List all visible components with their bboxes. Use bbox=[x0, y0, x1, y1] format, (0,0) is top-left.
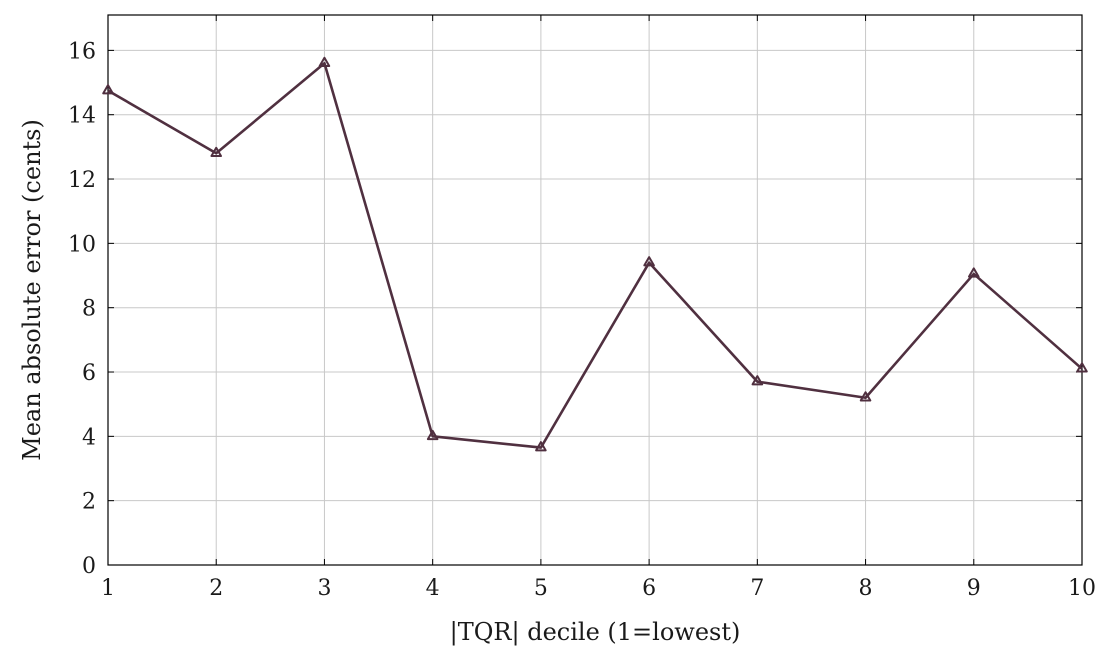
data-point-triangle-marker bbox=[318, 56, 331, 67]
y-tick-label: 16 bbox=[68, 39, 96, 64]
data-point-triangle-marker bbox=[102, 84, 114, 95]
series-layer bbox=[102, 56, 1088, 452]
x-tick-label: 3 bbox=[317, 576, 331, 601]
x-tick-label: 4 bbox=[426, 576, 440, 601]
y-tick-label: 6 bbox=[82, 361, 96, 386]
y-tick-label: 4 bbox=[82, 425, 96, 450]
y-tick-label: 2 bbox=[82, 490, 96, 515]
data-point-triangle-marker bbox=[751, 375, 764, 386]
x-tick-label: 9 bbox=[967, 576, 981, 601]
series-line bbox=[107, 61, 1083, 449]
x-tick-label: 7 bbox=[750, 576, 764, 601]
x-axis-label: |TQR| decile (1=lowest) bbox=[450, 618, 741, 647]
y-axis-label: Mean absolute error (cents) bbox=[18, 119, 46, 461]
x-tick-label: 2 bbox=[209, 576, 223, 601]
data-point-triangle-marker bbox=[210, 146, 223, 158]
x-tick-label: 1 bbox=[101, 576, 115, 601]
y-tick-label: 12 bbox=[68, 168, 96, 193]
x-tick-label: 6 bbox=[642, 576, 656, 601]
data-point-triangle-marker bbox=[535, 441, 547, 452]
x-tick-label: 5 bbox=[534, 576, 548, 601]
ticks bbox=[107, 15, 1083, 566]
data-point-triangle-marker bbox=[1076, 362, 1088, 373]
data-point-triangle-marker bbox=[859, 391, 872, 402]
y-tick-label: 14 bbox=[68, 104, 96, 129]
x-tick-label: 10 bbox=[1068, 576, 1096, 601]
data-point-triangle-marker bbox=[643, 256, 655, 267]
y-tick-label: 8 bbox=[82, 297, 96, 322]
data-point-triangle-marker bbox=[967, 267, 980, 278]
data-point-triangle-marker bbox=[426, 429, 439, 441]
y-tick-label: 10 bbox=[68, 232, 96, 257]
y-tick-label: 0 bbox=[82, 554, 96, 579]
x-tick-label: 8 bbox=[859, 576, 873, 601]
grid bbox=[107, 15, 1083, 566]
plot-frame bbox=[107, 14, 1083, 566]
